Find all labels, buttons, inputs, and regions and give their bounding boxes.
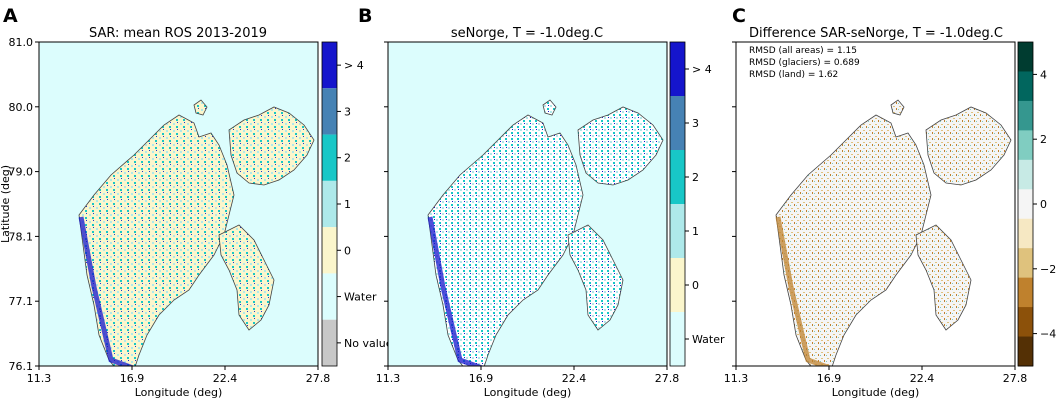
colorbar-segment bbox=[670, 42, 685, 96]
x-tick-label: 22.4 bbox=[562, 372, 587, 385]
land-mass bbox=[775, 99, 1015, 366]
panel-letter: A bbox=[3, 5, 18, 27]
coastal-rain-band bbox=[775, 216, 831, 366]
x-axis-label: Longitude (deg) bbox=[832, 386, 920, 399]
x-tick-label: 11.3 bbox=[376, 372, 401, 385]
panel-letter: C bbox=[732, 5, 746, 27]
colorbar-segment bbox=[1018, 218, 1033, 249]
y-tick-label: 80.0 bbox=[9, 101, 34, 114]
panel-a: A SAR: mean ROS 2013-2019 11.3 16.9 22.4 27.8… bbox=[0, 5, 393, 399]
x-axis-label: Longitude (deg) bbox=[484, 386, 572, 399]
colorbar-label: 2 bbox=[692, 171, 699, 184]
colorbar-label: Water bbox=[344, 291, 377, 304]
colorbar-label: Water bbox=[692, 333, 725, 346]
x-tick-label: 27.8 bbox=[655, 372, 680, 385]
x-tick-label: 22.4 bbox=[910, 372, 935, 385]
colorbar-segment bbox=[1018, 159, 1033, 190]
colorbar-frame bbox=[321, 41, 338, 367]
colorbar-label: > 4 bbox=[344, 59, 364, 72]
colorbar-segment bbox=[322, 319, 337, 366]
colorbar-segment bbox=[1018, 189, 1033, 220]
x-tick-label: 27.8 bbox=[306, 372, 331, 385]
rmsd-annotation: RMSD (glaciers) = 0.689 bbox=[749, 58, 860, 68]
colorbar-frame bbox=[669, 41, 686, 367]
colorbar-segment bbox=[322, 134, 337, 181]
axes-frame bbox=[387, 41, 668, 367]
rmsd-annotation: RMSD (all areas) = 1.15 bbox=[749, 46, 857, 56]
y-tick-label: 77.1 bbox=[9, 295, 34, 308]
x-tick-label: 22.4 bbox=[213, 372, 238, 385]
y-tick-label: 81.0 bbox=[9, 36, 34, 49]
colorbar-label: No value bbox=[344, 337, 393, 350]
panel-title: Difference SAR-seNorge, T = -1.0deg.C bbox=[749, 26, 1003, 41]
x-tick-label: 16.9 bbox=[469, 372, 494, 385]
x-tick-label: 11.3 bbox=[27, 372, 52, 385]
colorbar-segment bbox=[322, 273, 337, 320]
colorbar-segment bbox=[322, 227, 337, 274]
colorbar-segment bbox=[670, 150, 685, 204]
colorbar-label: 3 bbox=[344, 105, 351, 118]
colorbar-segment bbox=[322, 180, 337, 228]
colorbar-label: 3 bbox=[692, 117, 699, 130]
axes-frame bbox=[38, 41, 319, 367]
coastal-rain-band bbox=[78, 216, 134, 366]
colorbar-label: −2 bbox=[1040, 263, 1056, 276]
axes-frame bbox=[735, 41, 1016, 367]
y-tick-label: 78.1 bbox=[9, 230, 34, 243]
colorbar-segment bbox=[1018, 71, 1033, 102]
land-mass bbox=[78, 99, 318, 366]
colorbar-segment bbox=[1018, 336, 1033, 367]
colorbar-label: 1 bbox=[344, 198, 351, 211]
colorbar-segment bbox=[1018, 248, 1033, 279]
coastal-rain-band bbox=[427, 216, 483, 366]
colorbar-segment bbox=[1018, 42, 1033, 72]
colorbar-label: 2 bbox=[1040, 133, 1047, 146]
colorbar-segment bbox=[1018, 277, 1033, 308]
colorbar-frame bbox=[1017, 41, 1034, 367]
x-tick-label: 16.9 bbox=[120, 372, 145, 385]
colorbar-label: 0 bbox=[1040, 198, 1047, 211]
colorbar-label: 0 bbox=[344, 244, 351, 257]
colorbar-segment bbox=[670, 96, 685, 150]
panel-title: SAR: mean ROS 2013-2019 bbox=[89, 26, 267, 41]
colorbar: 4 2 0 −2 −4 bbox=[1017, 41, 1056, 367]
colorbar-label: 1 bbox=[692, 225, 699, 238]
rmsd-annotation: RMSD (land) = 1.62 bbox=[749, 70, 838, 80]
colorbar-segment bbox=[322, 88, 337, 135]
colorbar-label: 0 bbox=[692, 279, 699, 292]
x-tick-label: 16.9 bbox=[817, 372, 842, 385]
colorbar-label: 2 bbox=[344, 152, 351, 165]
x-tick-label: 11.3 bbox=[724, 372, 749, 385]
x-tick-label: 27.8 bbox=[1003, 372, 1028, 385]
y-tick-label: 79.0 bbox=[9, 166, 34, 179]
colorbar-segment bbox=[322, 42, 337, 89]
y-axis-label: Latitude (deg) bbox=[0, 165, 12, 243]
colorbar-segment bbox=[670, 258, 685, 312]
x-axis-label: Longitude (deg) bbox=[135, 386, 223, 399]
colorbar-segment bbox=[670, 204, 685, 258]
panel-title: seNorge, T = -1.0deg.C bbox=[451, 26, 603, 41]
colorbar: > 4 3 2 1 0 Water bbox=[669, 41, 725, 367]
colorbar-label: −4 bbox=[1040, 328, 1056, 341]
colorbar-label: 4 bbox=[1040, 68, 1047, 81]
colorbar-label: > 4 bbox=[692, 63, 712, 76]
colorbar-segment bbox=[1018, 100, 1033, 131]
colorbar: > 4 3 2 1 0 Water No value bbox=[321, 41, 393, 367]
land-mass bbox=[427, 99, 667, 366]
colorbar-segment bbox=[670, 312, 685, 366]
colorbar-segment bbox=[1018, 130, 1033, 161]
y-tick-label: 76.1 bbox=[9, 360, 34, 373]
colorbar-segment bbox=[1018, 307, 1033, 338]
panel-letter: B bbox=[358, 5, 372, 27]
